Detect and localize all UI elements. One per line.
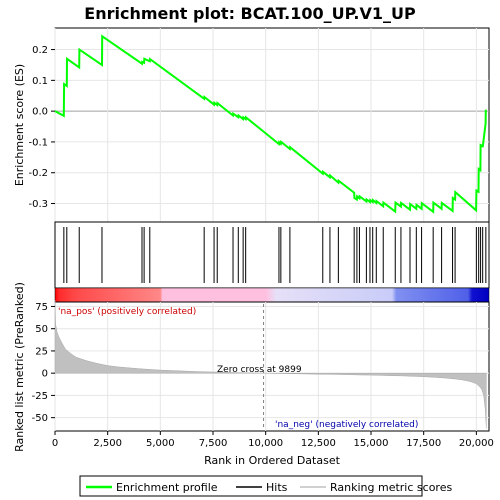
x-tick-label: 17,500 xyxy=(406,438,441,449)
metric-panel: 75 50 25 0 -25 -50 'na_pos' (positively corre… xyxy=(32,300,490,432)
x-tick-label: 20,000 xyxy=(459,438,494,449)
es-y-tick-label: -0.2 xyxy=(28,168,48,179)
ranking-color-band xyxy=(54,287,490,303)
es-y-axis-label: Enrichment score (ES) xyxy=(13,64,26,186)
metric-y-tick-label: 75 xyxy=(35,302,48,313)
x-axis-ticks: 0 2,500 5,000 7,500 10,000 12,500 15,000 17,500… xyxy=(52,431,494,449)
negative-correlation-label: 'na_neg' (negatively correlated) xyxy=(275,420,418,430)
metric-gridlines xyxy=(54,302,489,431)
legend-enrichment-profile: Enrichment profile xyxy=(116,481,218,494)
metric-y-axis-label: Ranked list metric (PreRanked) xyxy=(13,282,26,452)
zero-cross-annotation: Zero cross at 9899 xyxy=(217,365,302,375)
metric-y-tick-label: -25 xyxy=(32,391,48,402)
es-panel: 0.2 0.1 0.0 -0.1 -0.2 -0.3 xyxy=(28,27,490,223)
legend-box xyxy=(79,475,423,497)
metric-y-tick-label: 50 xyxy=(35,324,48,335)
hits-panel xyxy=(54,221,490,289)
legend-hits: Hits xyxy=(266,481,288,494)
metric-y-tick-label: 25 xyxy=(35,346,48,357)
es-y-tick-label: 0.1 xyxy=(32,76,48,87)
metric-y-tick-label: -50 xyxy=(32,413,48,424)
es-y-tick-label: 0.0 xyxy=(32,107,48,118)
chart-title: Enrichment plot: BCAT.100_UP.V1_UP xyxy=(84,4,416,23)
x-tick-label: 10,000 xyxy=(248,438,283,449)
es-gridlines xyxy=(54,28,489,222)
x-tick-label: 0 xyxy=(52,438,58,449)
legend: Enrichment profile Hits Ranking metric s… xyxy=(79,475,452,497)
x-tick-label: 15,000 xyxy=(354,438,389,449)
es-y-tick-label: 0.2 xyxy=(32,45,48,56)
es-y-tick-label: -0.3 xyxy=(28,199,48,210)
metric-y-ticks: 75 50 25 0 -25 -50 xyxy=(32,302,55,424)
es-y-ticks: 0.2 0.1 0.0 -0.1 -0.2 -0.3 xyxy=(28,45,55,210)
hit-marks xyxy=(63,227,487,283)
legend-ranking-metric: Ranking metric scores xyxy=(330,481,452,494)
x-axis-label: Rank in Ordered Dataset xyxy=(204,454,341,467)
metric-plot-frame xyxy=(54,301,490,432)
es-y-tick-label: -0.1 xyxy=(28,137,48,148)
hits-frame xyxy=(54,221,490,289)
ranking-metric-area xyxy=(54,300,487,429)
x-tick-label: 12,500 xyxy=(301,438,336,449)
metric-y-tick-label: 0 xyxy=(42,369,48,380)
positive-correlation-label: 'na_pos' (positively correlated) xyxy=(58,307,196,317)
x-tick-label: 5,000 xyxy=(146,438,175,449)
x-tick-label: 2,500 xyxy=(93,438,122,449)
enrichment-profile-line xyxy=(54,34,487,214)
x-tick-label: 7,500 xyxy=(199,438,228,449)
es-plot-frame xyxy=(54,27,490,223)
